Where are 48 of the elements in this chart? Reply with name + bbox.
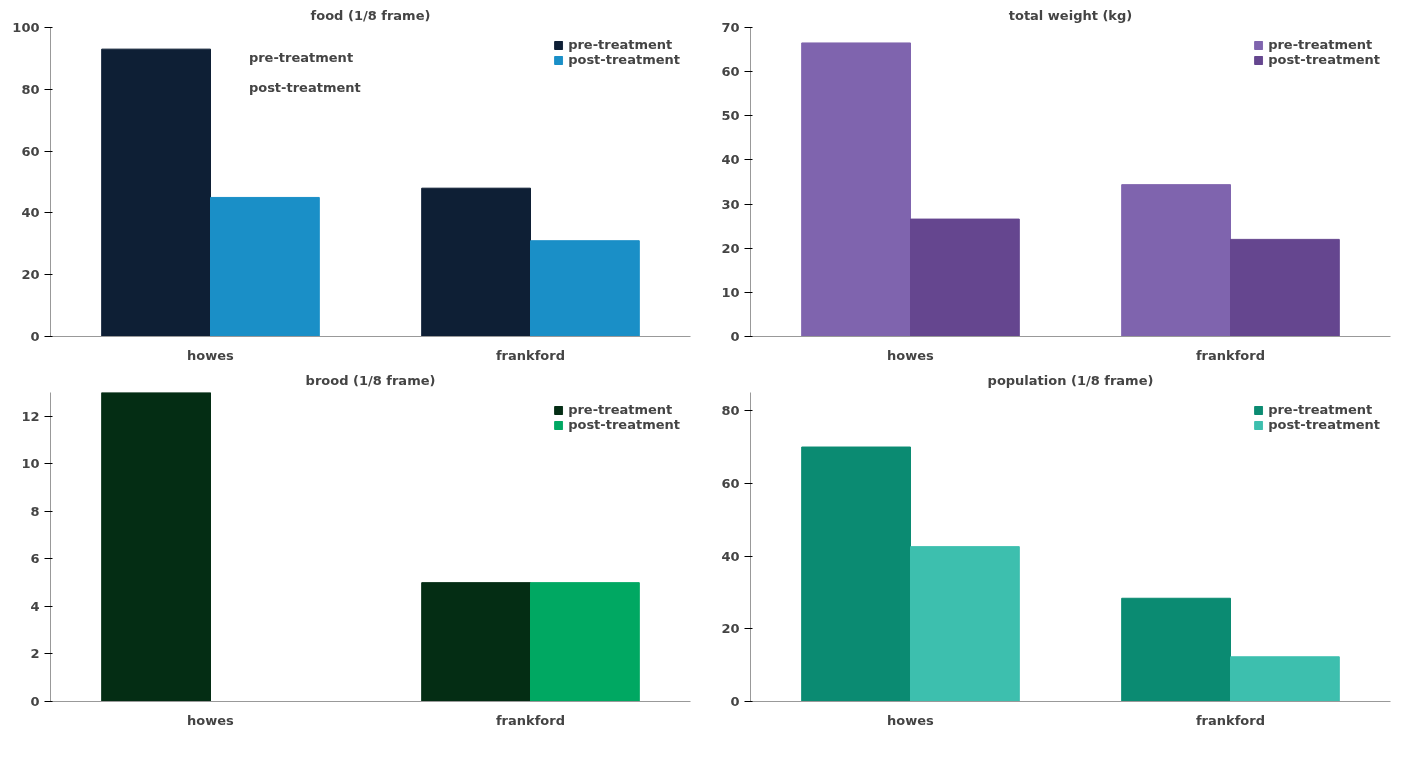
x-tick-label: howes [887,712,935,728]
x-tick-label: howes [187,347,235,363]
y-tick-label: 12 [21,408,40,424]
annotation: post-treatment [248,80,361,96]
legend-label: post-treatment [568,52,680,67]
legend-label: post-treatment [568,417,680,432]
y-tick-label: 0 [730,329,740,344]
legend-label: pre-treatment [1268,37,1373,52]
chart-title: food (1/8 frame) [310,7,431,23]
y-tick-label: 60 [721,475,740,491]
y-tick-label: 80 [721,403,740,419]
y-tick-label: 0 [30,329,40,344]
chart-title: brood (1/8 frame) [305,372,436,388]
y-tick-label: 4 [30,598,40,614]
x-tick-label: frankford [495,712,566,728]
y-tick-label: 10 [21,456,40,472]
y-tick-label: 60 [21,143,40,159]
chart-title: population (1/8 frame) [987,372,1154,388]
y-tick-label: 40 [721,152,740,168]
legend-label: pre-treatment [568,37,673,52]
x-tick-label: frankford [1195,712,1266,728]
annotation: pre-treatment [248,49,354,65]
legend-label: post-treatment [1268,52,1380,67]
x-tick-label: howes [187,712,235,728]
y-tick-label: 80 [21,81,40,97]
y-tick-label: 0 [30,694,40,709]
x-tick-label: frankford [495,347,566,363]
legend-label: pre-treatment [1268,402,1373,417]
y-tick-label: 2 [30,646,40,662]
legend-label: post-treatment [1268,417,1380,432]
y-tick-label: 60 [721,64,740,80]
y-tick-label: 10 [721,284,740,300]
x-tick-label: frankford [1195,347,1266,363]
legend-label: pre-treatment [568,402,673,417]
y-tick-label: 40 [721,548,740,564]
y-tick-label: 20 [21,267,40,283]
y-tick-label: 50 [721,108,740,124]
chart-title: total weight (kg) [1008,7,1133,23]
y-tick-label: 6 [30,551,40,567]
y-tick-label: 20 [721,240,740,256]
y-tick-label: 100 [12,20,40,35]
y-tick-label: 20 [721,621,740,637]
x-tick-label: howes [887,347,935,363]
y-tick-label: 30 [721,196,740,212]
y-tick-label: 0 [730,694,740,709]
y-tick-label: 70 [721,20,740,35]
y-tick-label: 40 [21,205,40,221]
y-tick-label: 8 [30,503,40,519]
